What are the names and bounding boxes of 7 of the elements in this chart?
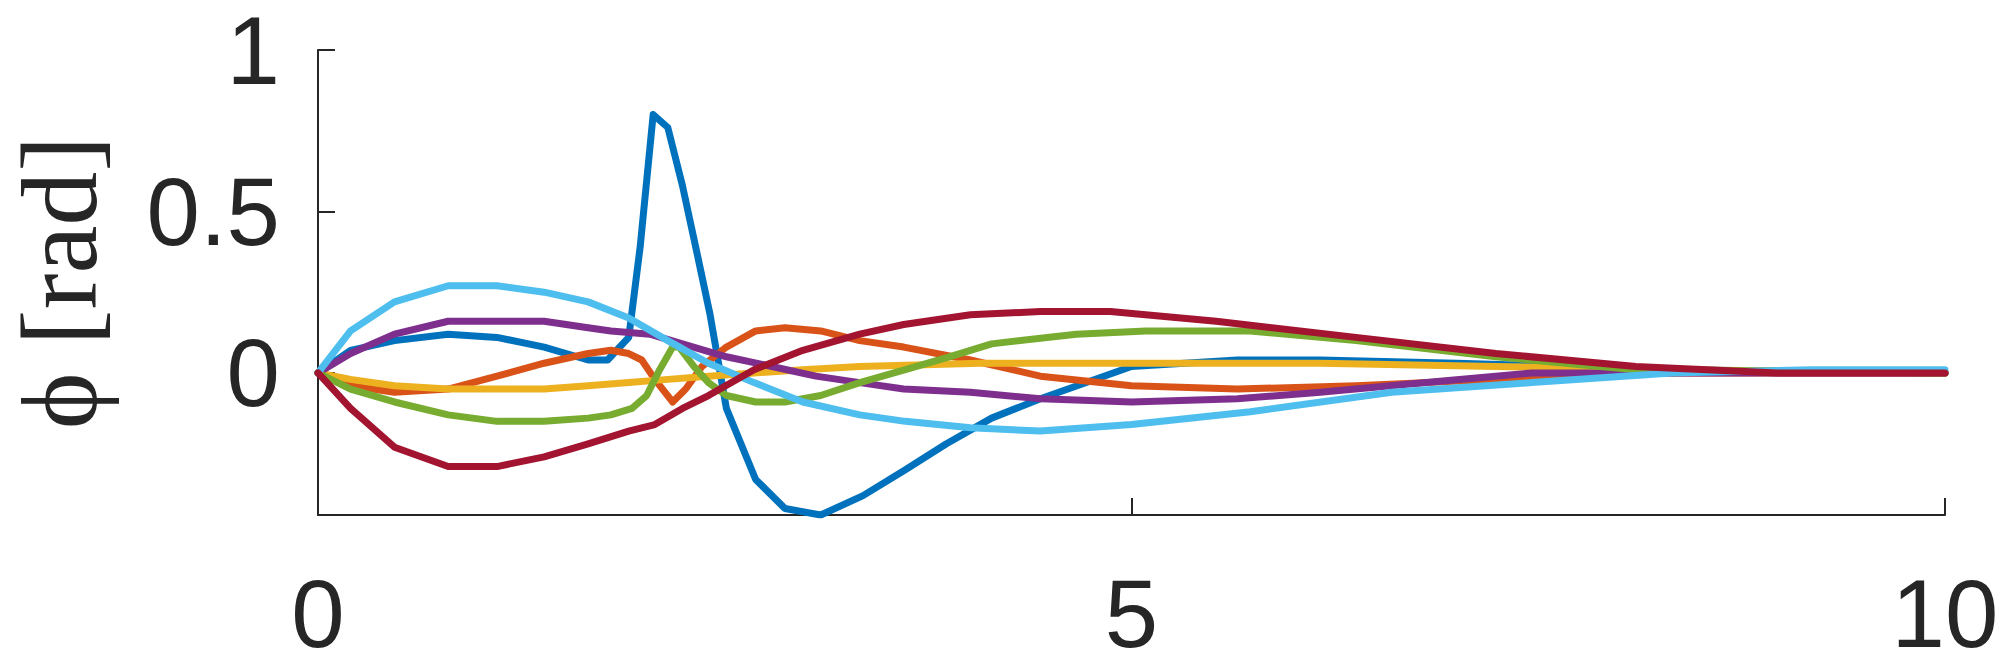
y-tick-label: 0 xyxy=(226,319,280,427)
y-axis-title: ϕ [rad] xyxy=(0,135,119,430)
x-tick-label: 0 xyxy=(291,559,345,664)
y-tick-label: 0.5 xyxy=(146,157,280,265)
x-tick-label: 10 xyxy=(1891,559,1999,664)
y-tick-label: 1 xyxy=(226,0,280,104)
x-tick-label: 5 xyxy=(1104,559,1159,664)
